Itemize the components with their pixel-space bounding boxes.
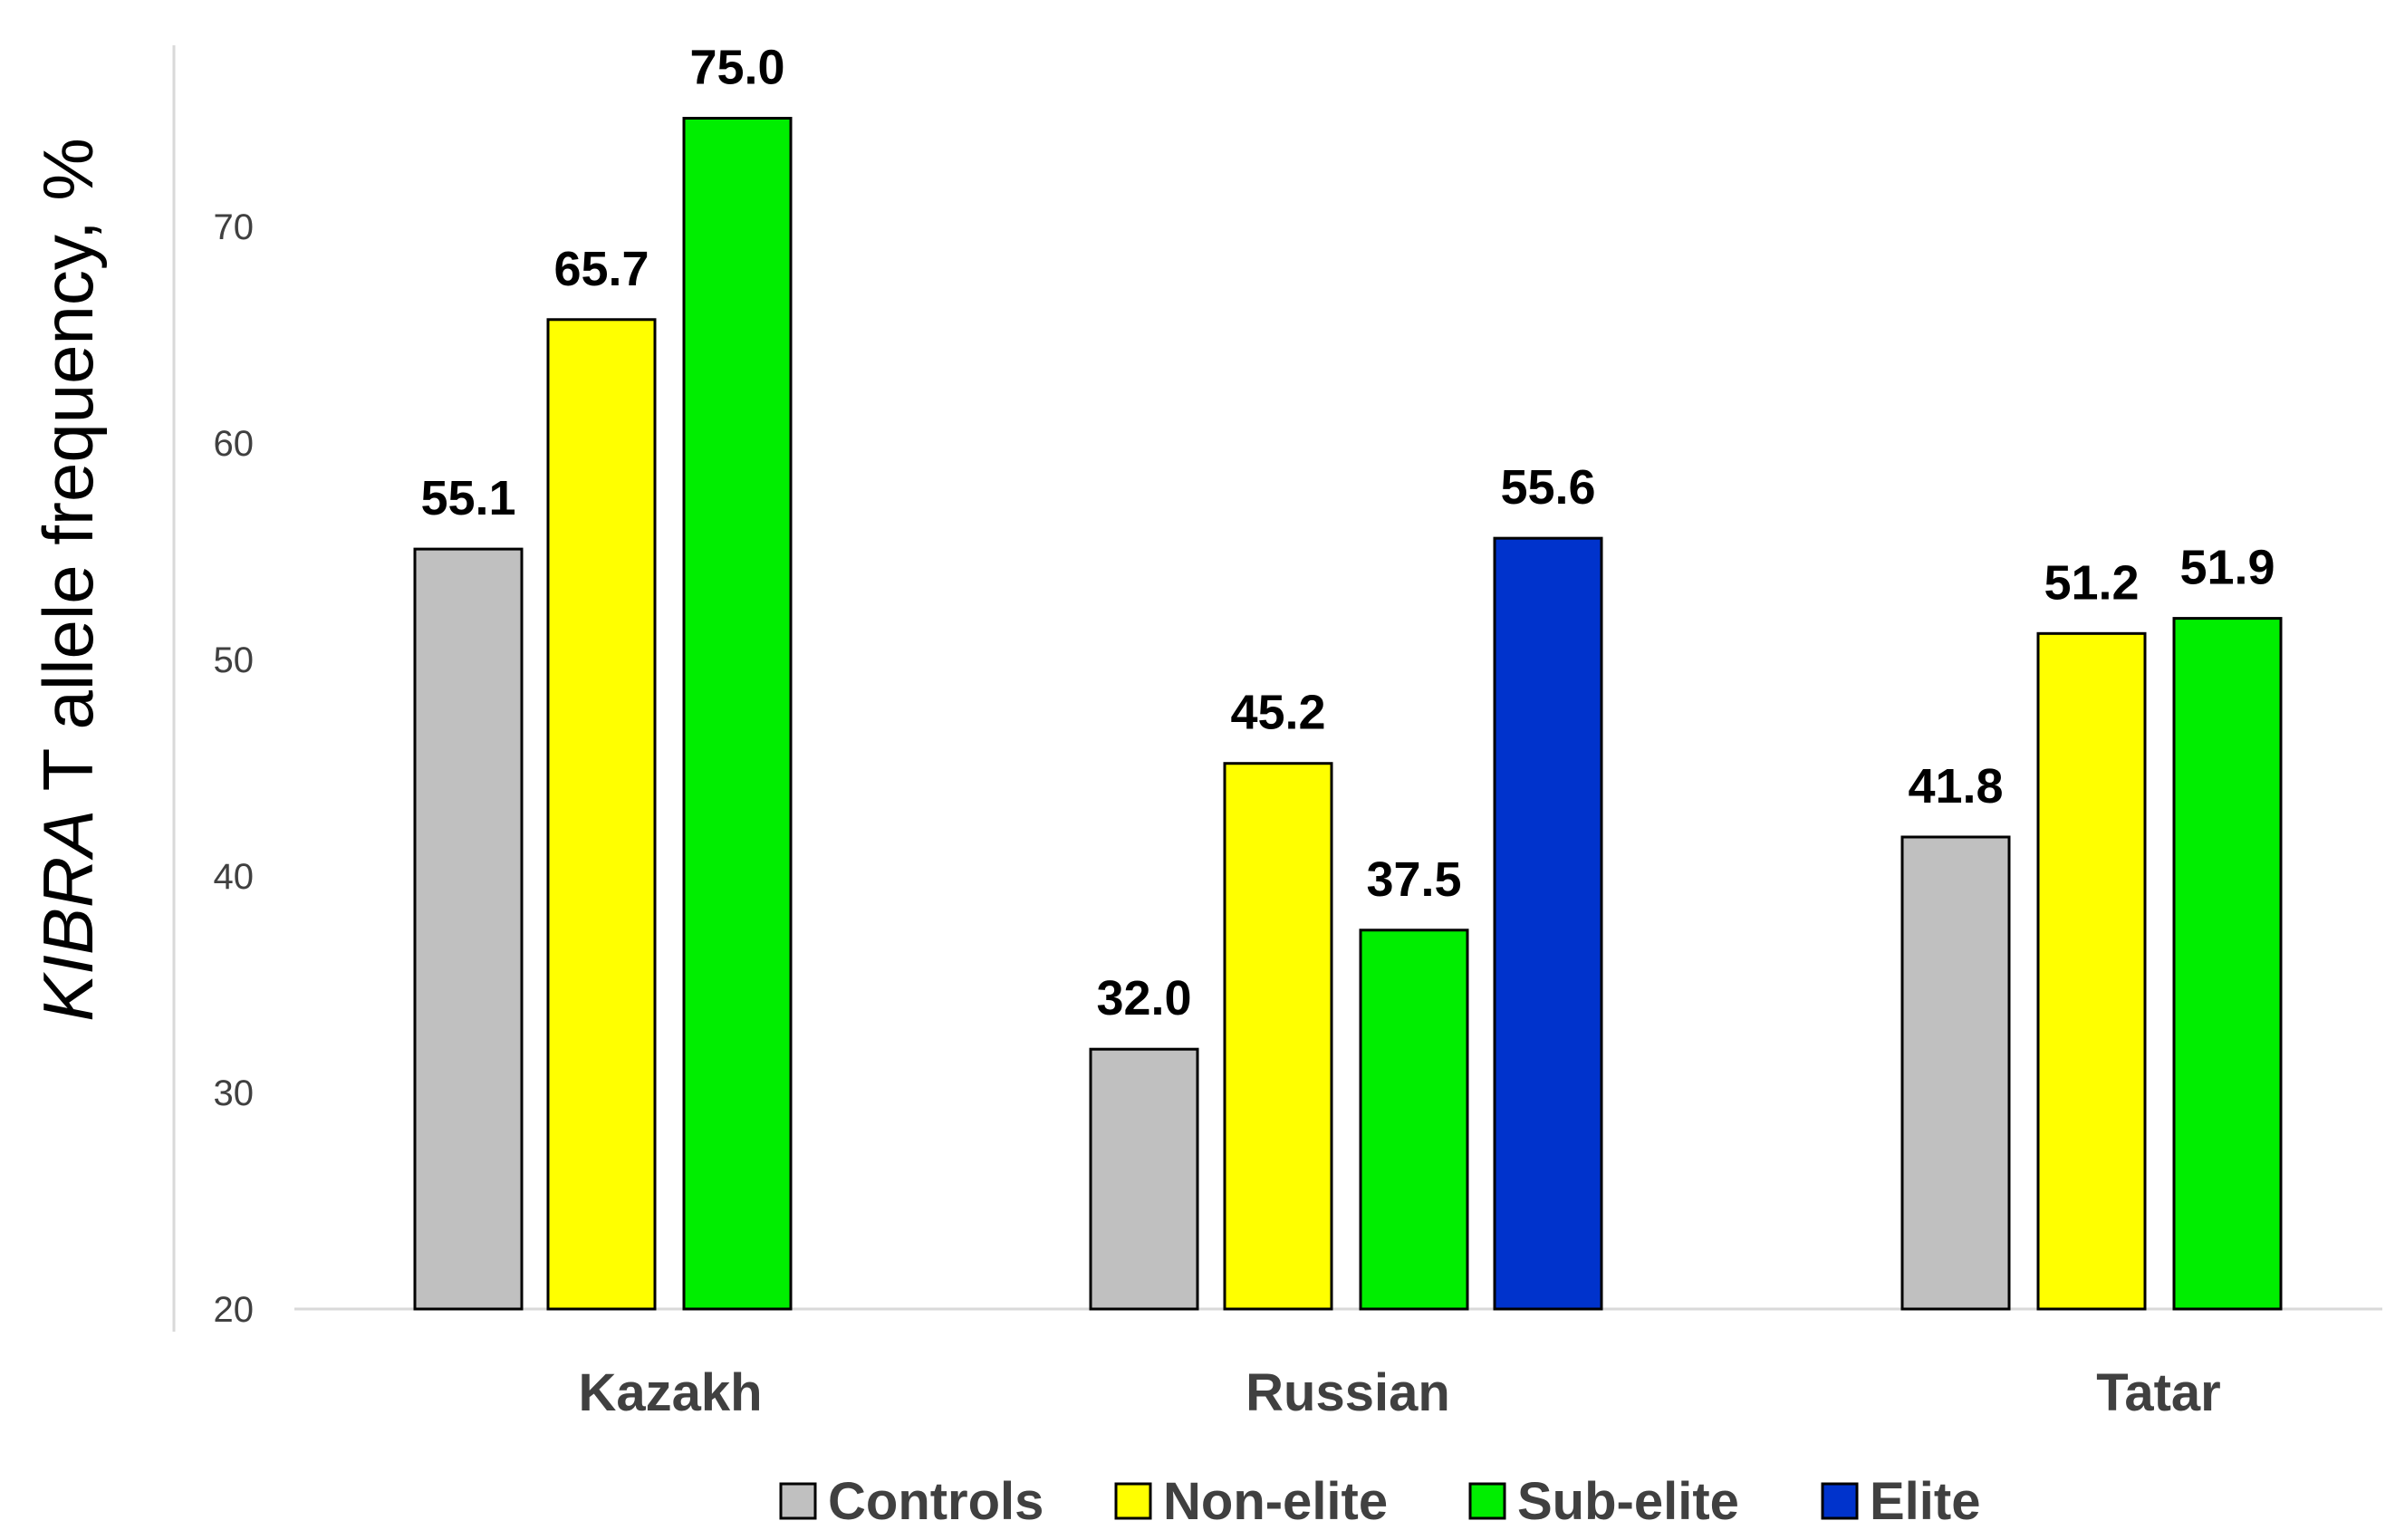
data-label: 55.6 bbox=[1500, 460, 1595, 515]
bar-group-kazakh: 55.1 65.7 75.0 bbox=[413, 41, 793, 1311]
y-tick-label: 40 bbox=[214, 857, 255, 897]
bar-kazakh-controls bbox=[413, 547, 524, 1311]
bar-group-russian: 32.0 45.2 37.5 55.6 bbox=[1089, 460, 1603, 1311]
bar-russian-controls bbox=[1089, 1047, 1199, 1311]
y-tick-label: 20 bbox=[214, 1290, 255, 1330]
data-label: 32.0 bbox=[1096, 971, 1191, 1025]
legend: Controls Non-elite Sub-elite Elite bbox=[779, 1472, 1981, 1531]
data-label: 51.9 bbox=[2179, 541, 2275, 595]
data-label: 41.8 bbox=[1908, 759, 2003, 813]
y-tick-label: 50 bbox=[214, 640, 255, 680]
bar-groups: 55.1 65.7 75.0 32.0 45.2 37.5 55.6 41.8 51.2 51.9 bbox=[413, 41, 2283, 1311]
bar-kazakh-sub-elite bbox=[682, 117, 793, 1311]
bar-russian-non-elite bbox=[1223, 762, 1333, 1311]
legend-item-elite: Elite bbox=[1821, 1472, 1981, 1531]
y-tick-label: 70 bbox=[214, 207, 255, 247]
bar-russian-sub-elite bbox=[1359, 929, 1469, 1311]
data-label: 75.0 bbox=[689, 41, 784, 95]
data-label: 45.2 bbox=[1230, 686, 1325, 740]
y-tick-label: 60 bbox=[214, 424, 255, 464]
bar-tatar-non-elite bbox=[2036, 631, 2147, 1311]
bar-tatar-controls bbox=[1900, 835, 2011, 1311]
y-axis-label: KIBRA T allele frequency, % bbox=[28, 138, 108, 1022]
legend-label: Controls bbox=[828, 1472, 1044, 1531]
y-tick-labels: 20 30 40 50 60 70 bbox=[214, 207, 255, 1330]
x-tick-labels: Kazakh Russian Tatar bbox=[578, 1363, 2220, 1422]
data-label: 51.2 bbox=[2044, 555, 2139, 610]
x-tick-label: Russian bbox=[1246, 1363, 1450, 1422]
x-tick-label: Tatar bbox=[2096, 1363, 2221, 1422]
legend-item-non-elite: Non-elite bbox=[1114, 1472, 1388, 1531]
legend-swatch bbox=[1821, 1482, 1859, 1520]
bar-group-tatar: 41.8 51.2 51.9 bbox=[1900, 541, 2283, 1311]
legend-label: Non-elite bbox=[1163, 1472, 1388, 1531]
bar-kazakh-non-elite bbox=[546, 318, 657, 1311]
data-label: 55.1 bbox=[420, 471, 515, 525]
legend-item-sub-elite: Sub-elite bbox=[1468, 1472, 1739, 1531]
data-label: 65.7 bbox=[553, 242, 649, 296]
bar-russian-elite bbox=[1493, 536, 1603, 1311]
y-tick-label: 30 bbox=[214, 1073, 255, 1113]
legend-label: Sub-elite bbox=[1517, 1472, 1739, 1531]
legend-item-controls: Controls bbox=[779, 1472, 1044, 1531]
legend-label: Elite bbox=[1870, 1472, 1981, 1531]
data-label: 37.5 bbox=[1366, 852, 1461, 907]
x-tick-label: Kazakh bbox=[578, 1363, 762, 1422]
legend-swatch bbox=[779, 1482, 817, 1520]
bar-tatar-sub-elite bbox=[2172, 617, 2283, 1311]
legend-swatch bbox=[1468, 1482, 1506, 1520]
legend-swatch bbox=[1114, 1482, 1152, 1520]
